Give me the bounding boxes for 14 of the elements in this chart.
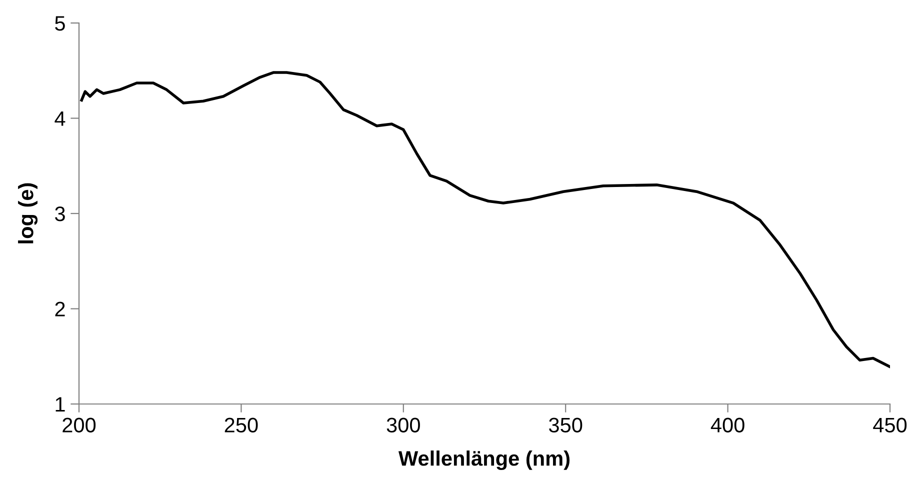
line-series bbox=[80, 71, 890, 368]
y-tick-label: 4 bbox=[54, 111, 66, 126]
y-axis-title: log (e) bbox=[18, 183, 38, 244]
x-tick-label: 450 bbox=[873, 418, 907, 432]
y-tick-label: 5 bbox=[55, 16, 65, 31]
y-tick-label: 2 bbox=[55, 302, 65, 316]
x-tick-label: 200 bbox=[62, 418, 96, 432]
y-tick-label: 3 bbox=[55, 206, 65, 222]
x-tick-label: 350 bbox=[549, 418, 582, 432]
x-axis-title: Wellenlänge (nm) bbox=[398, 450, 570, 470]
y-tick-label: 1 bbox=[56, 397, 65, 412]
x-tick-label: 250 bbox=[224, 418, 258, 432]
x-tick-label: 400 bbox=[710, 418, 744, 432]
x-tick-label: 300 bbox=[386, 418, 420, 432]
